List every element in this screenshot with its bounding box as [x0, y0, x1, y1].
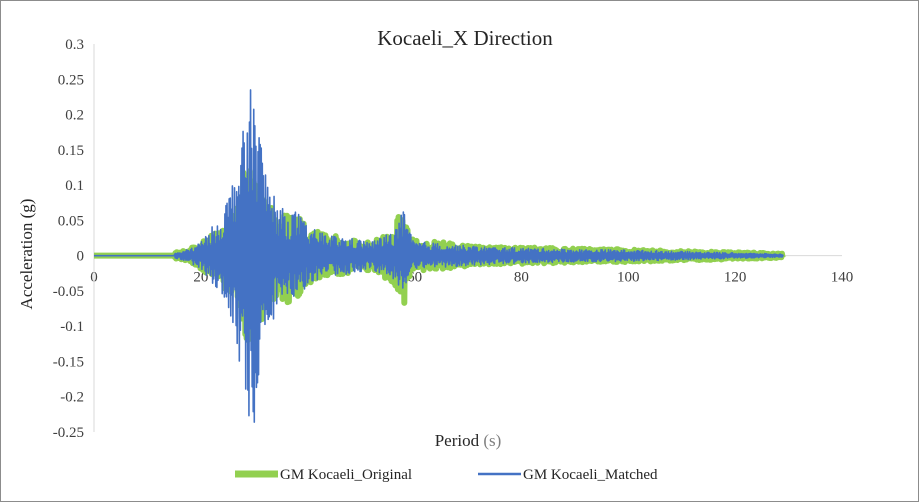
y-tick-label: 0.15 [58, 143, 84, 159]
legend-label-matched: GM Kocaeli_Matched [523, 467, 658, 483]
legend: GM Kocaeli_Original GM Kocaeli_Matched [235, 467, 658, 483]
y-tick-label: 0 [77, 249, 85, 265]
y-tick-label: 0.3 [65, 37, 84, 53]
legend-item-original: GM Kocaeli_Original [235, 467, 412, 483]
y-tick-label: 0.2 [65, 108, 84, 124]
x-tick-label: 100 [617, 270, 640, 286]
x-axis-title: Period (s) [435, 431, 502, 450]
x-tick-label: 140 [831, 270, 854, 286]
y-axis-title: Acceleration (g) [17, 199, 36, 310]
y-tick-label: -0.15 [53, 354, 84, 370]
series-line-matched [93, 89, 784, 423]
y-tick-label: -0.05 [53, 284, 84, 300]
x-tick-label: 120 [724, 270, 747, 286]
legend-label-original: GM Kocaeli_Original [280, 467, 412, 483]
legend-item-matched: GM Kocaeli_Matched [478, 467, 658, 483]
plot-area [91, 89, 786, 423]
x-axis-title-text: Period [435, 431, 480, 450]
y-tick-label: 0.05 [58, 213, 84, 229]
y-tick-label: 0.1 [65, 178, 84, 194]
y-tick-label: 0.25 [58, 72, 84, 88]
x-axis-title-unit: (s) [483, 431, 501, 450]
y-axis-ticks: 0.3 0.25 0.2 0.15 0.1 0.05 0 -0.05 -0.1 -0.15 -0.2… [53, 37, 84, 441]
chart-title: Kocaeli_X Direction [377, 26, 553, 50]
y-tick-label: -0.2 [60, 390, 84, 406]
y-tick-label: -0.1 [60, 319, 84, 335]
x-tick-label: 80 [514, 270, 529, 286]
y-tick-label: -0.25 [53, 425, 84, 441]
